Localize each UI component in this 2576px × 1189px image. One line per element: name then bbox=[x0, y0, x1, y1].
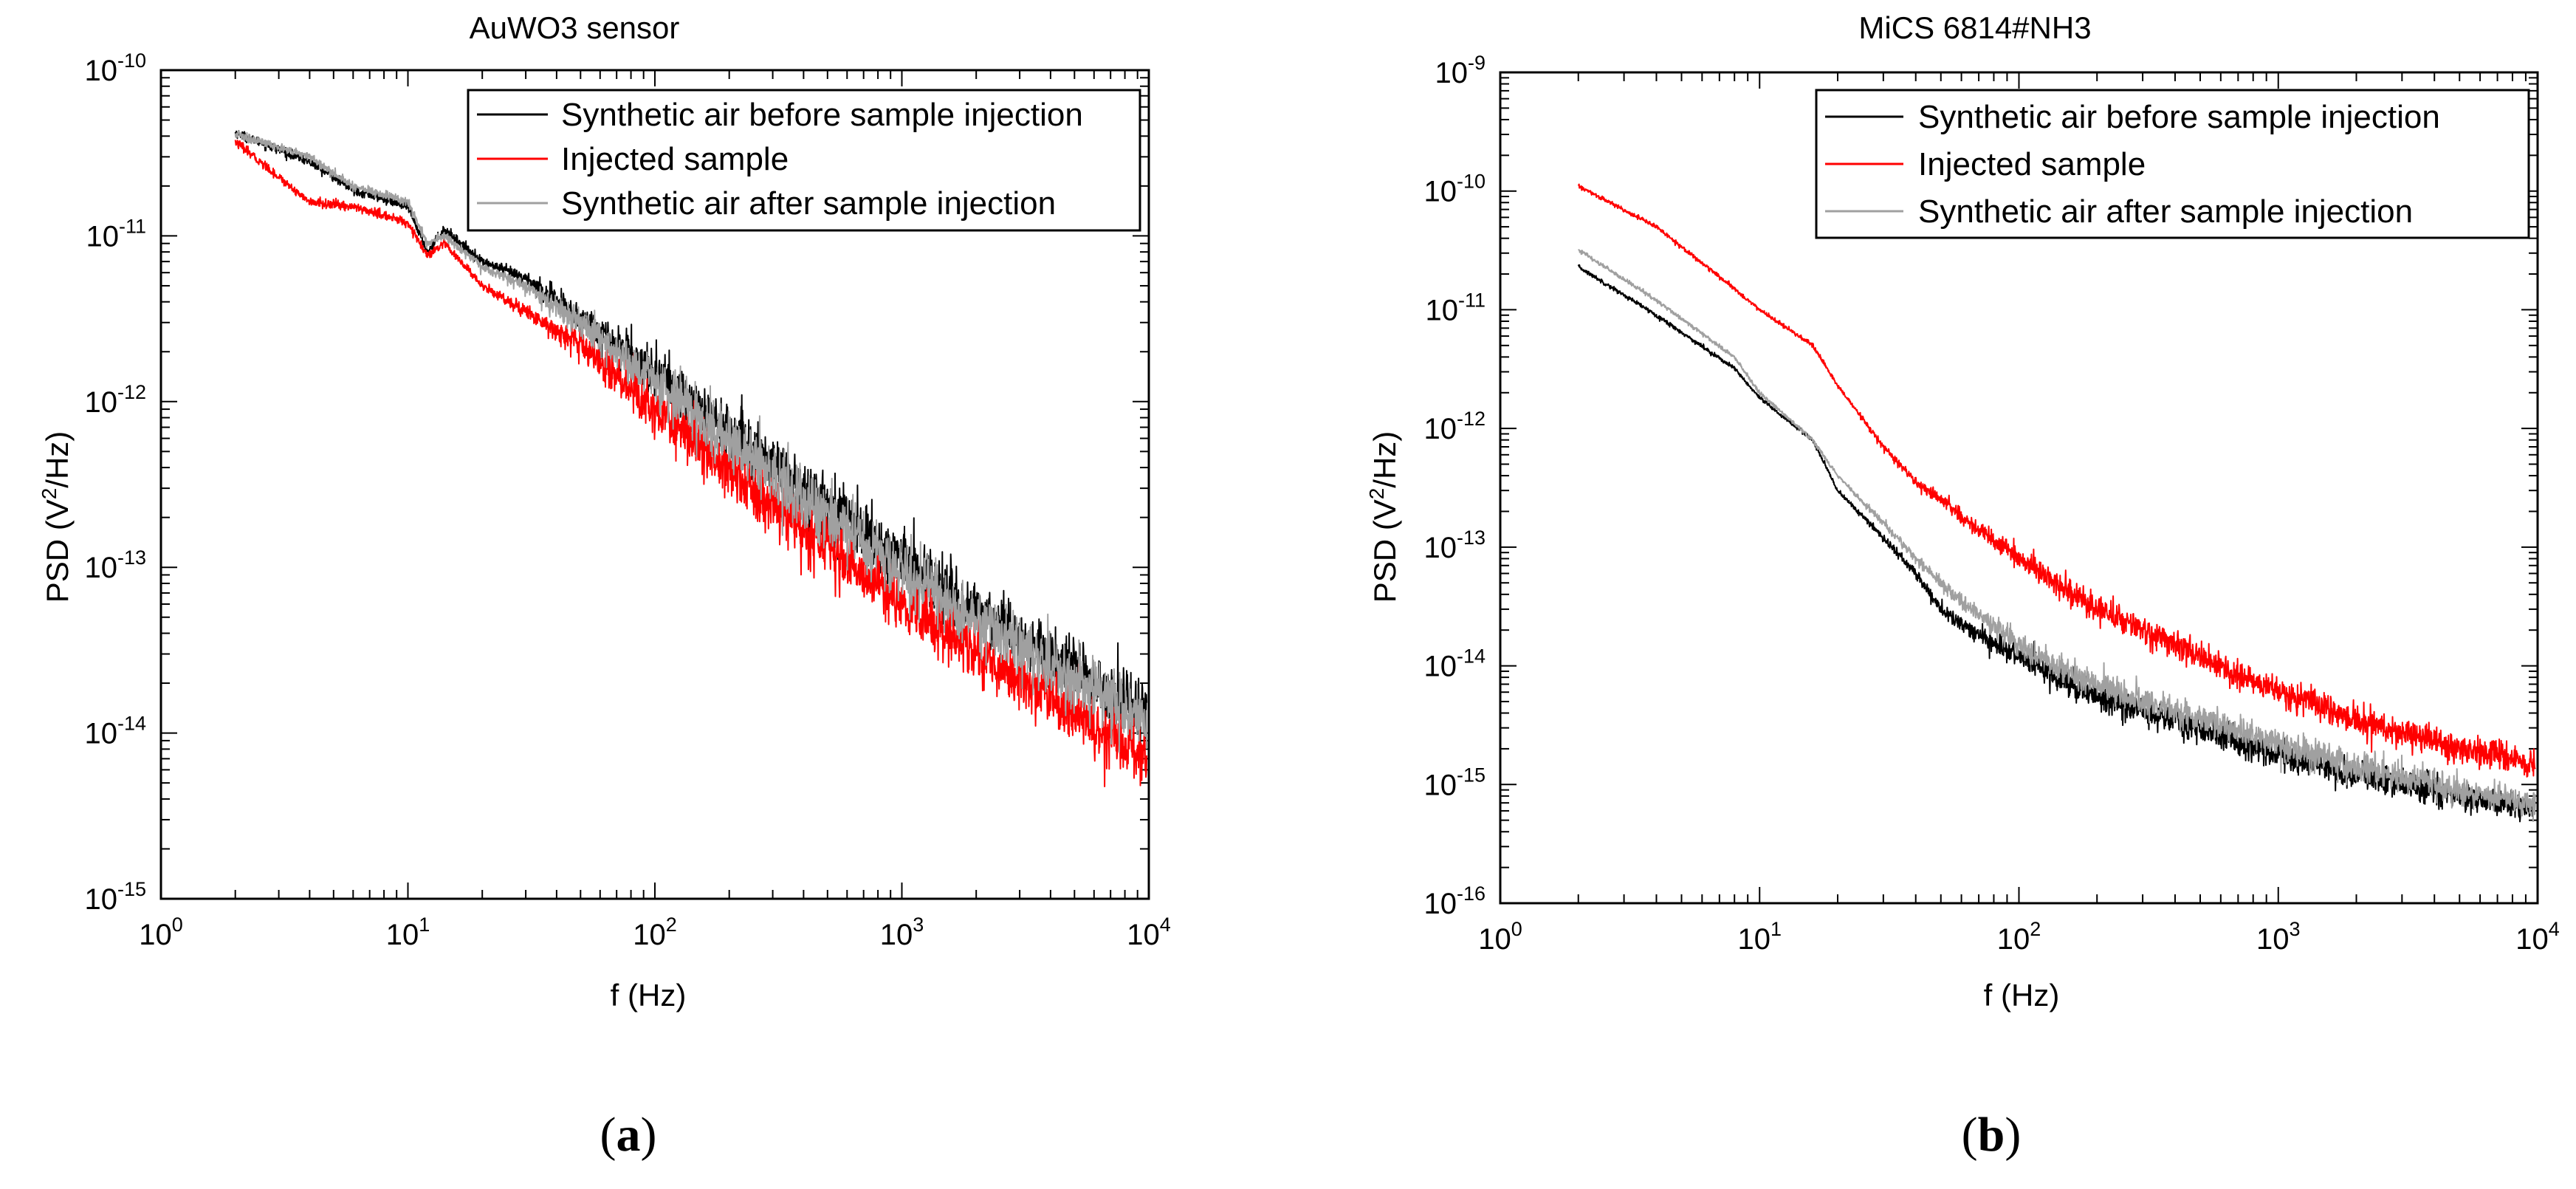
x-tick-label: 102 bbox=[1997, 918, 2041, 956]
x-tick-label: 100 bbox=[139, 914, 183, 951]
y-tick-label: 10-11 bbox=[1425, 289, 1486, 326]
series-group bbox=[1577, 183, 2536, 823]
x-tick-label: 103 bbox=[880, 914, 924, 951]
x-tick-label: 104 bbox=[1127, 914, 1171, 951]
legend-entry: Synthetic air before sample injection bbox=[1918, 99, 2440, 135]
y-tick-label: 10-13 bbox=[1423, 527, 1486, 564]
plot-frame bbox=[1499, 71, 2539, 905]
legend-entry: Injected sample bbox=[1918, 146, 2146, 182]
chart-panel-b: MiCS 6814#NH3 PSD (V2/Hz) f (Hz) 100 101 1… bbox=[1365, 10, 2560, 1012]
y-tick-label: 10-15 bbox=[1423, 764, 1486, 801]
chart-title: MiCS 6814#NH3 bbox=[1858, 10, 2091, 45]
series-line-3 bbox=[1577, 249, 2536, 823]
legend: Synthetic air before sample injection In… bbox=[467, 89, 1141, 232]
y-tick-label: 10-12 bbox=[84, 381, 146, 419]
x-axis-label: f (Hz) bbox=[1984, 978, 2060, 1012]
y-axis-label-text: PSD (V2/Hz) bbox=[38, 431, 75, 603]
x-tick-label: 102 bbox=[633, 914, 677, 951]
plot-frame bbox=[159, 69, 1150, 900]
series-group bbox=[234, 130, 1148, 787]
y-axis-label-text: PSD (V2/Hz) bbox=[1365, 431, 1402, 603]
y-tick-label: 10-10 bbox=[1423, 171, 1486, 208]
x-tick-label: 104 bbox=[2515, 918, 2560, 956]
x-axis-label: f (Hz) bbox=[611, 978, 687, 1012]
x-tick-label: 101 bbox=[1737, 918, 1782, 956]
y-tick-label: 10-16 bbox=[1423, 883, 1486, 920]
series-line-2 bbox=[1577, 183, 2536, 778]
y-tick-label: 10-14 bbox=[84, 713, 146, 750]
legend-entry: Synthetic air after sample injection bbox=[1918, 193, 2413, 230]
y-tick-label: 10-10 bbox=[84, 49, 146, 87]
legend-box bbox=[1815, 89, 2530, 239]
y-tick-label: 10-9 bbox=[1435, 52, 1486, 89]
legend-entry: Synthetic air before sample injection bbox=[561, 97, 1083, 133]
legend-entry: Injected sample bbox=[561, 141, 789, 177]
axis-ticks: 100 101 102 103 104 10-16 10-15 10-14 10-13 10-12… bbox=[1423, 52, 2559, 956]
x-tick-label: 100 bbox=[1478, 918, 1522, 956]
y-axis-label: PSD (V2/Hz) bbox=[38, 431, 75, 603]
x-tick-label: 101 bbox=[386, 914, 430, 951]
y-tick-label: 10-15 bbox=[84, 878, 146, 916]
series-line-3 bbox=[234, 130, 1148, 753]
legend-box bbox=[467, 89, 1141, 232]
panel-label-b: (b) bbox=[1962, 1108, 2022, 1162]
legend: Synthetic air before sample injection In… bbox=[1815, 89, 2530, 239]
y-tick-label: 10-14 bbox=[1423, 645, 1486, 683]
series-line-2 bbox=[234, 140, 1148, 787]
axis-ticks: 100 101 102 103 104 10-15 10-14 10-13 10-12 10-11… bbox=[84, 49, 1170, 951]
chart-panel-a: AuWO3 sensor PSD (V2/Hz) f (Hz) 100 101 10… bbox=[38, 10, 1171, 1012]
y-axis-label: PSD (V2/Hz) bbox=[1365, 431, 1402, 603]
chart-title: AuWO3 sensor bbox=[470, 10, 680, 45]
x-tick-label: 103 bbox=[2256, 918, 2301, 956]
y-tick-label: 10-11 bbox=[86, 215, 146, 253]
y-tick-label: 10-12 bbox=[1423, 408, 1486, 445]
panel-label-a: (a) bbox=[600, 1108, 657, 1162]
legend-entry: Synthetic air after sample injection bbox=[561, 185, 1056, 222]
y-tick-label: 10-13 bbox=[84, 546, 146, 584]
